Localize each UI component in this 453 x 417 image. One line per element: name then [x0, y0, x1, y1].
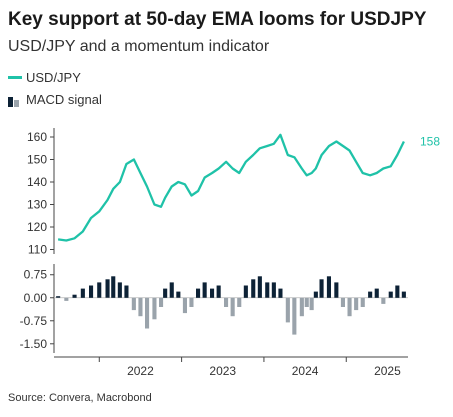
chart-subtitle: USD/JPY and a momentum indicator — [8, 38, 270, 55]
macd-bar — [309, 297, 314, 311]
macd-bar — [278, 288, 283, 298]
last-value-label: 158 — [420, 135, 440, 149]
macd-bar — [354, 297, 359, 311]
macd-bars — [56, 276, 406, 335]
macd-bar — [395, 285, 400, 298]
macd-bar — [374, 288, 379, 298]
usdjpy-y-tick-label: 140 — [27, 175, 47, 189]
macd-bar — [360, 297, 365, 307]
macd-bar — [117, 282, 122, 298]
macd-bar — [299, 297, 304, 317]
macd-bar — [285, 297, 290, 323]
usdjpy-y-tick-label: 150 — [27, 153, 47, 167]
macd-bar — [182, 297, 187, 314]
macd-y-tick-label: -1.50 — [20, 337, 48, 351]
macd-bar — [64, 297, 69, 301]
macd-bar — [271, 282, 276, 298]
macd-bar — [138, 297, 143, 317]
macd-bar — [80, 288, 85, 298]
macd-bar — [334, 282, 339, 298]
x-axis: 2022 2023 2024 2025 — [54, 356, 408, 378]
legend-macd-label: MACD signal — [26, 92, 102, 107]
macd-bar — [72, 294, 77, 298]
macd-bar — [189, 297, 194, 307]
macd-bar — [251, 279, 256, 298]
x-tick-label: 2024 — [292, 364, 319, 378]
legend-macd: MACD signal — [8, 92, 102, 107]
macd-bar — [326, 276, 331, 298]
legend-usdjpy: USD/JPY — [8, 70, 81, 85]
macd-bar — [89, 285, 94, 298]
macd-y-tick-label: 0.75 — [24, 268, 48, 282]
macd-bar — [210, 288, 215, 298]
usdjpy-y-tick-label: 160 — [27, 130, 47, 144]
macd-bar — [124, 285, 129, 298]
macd-bar — [169, 282, 174, 298]
macd-bar — [304, 297, 309, 307]
legend-usdjpy-label: USD/JPY — [26, 70, 81, 85]
macd-y-tick-label: -0.75 — [20, 314, 48, 328]
macd-bar — [159, 297, 164, 307]
macd-bar — [196, 288, 201, 298]
macd-bar — [111, 276, 116, 298]
macd-bar — [230, 297, 235, 317]
macd-bar — [224, 297, 229, 307]
macd-bar — [176, 291, 181, 298]
macd-bar — [56, 296, 61, 298]
usdjpy-y-axis: 110 120 130 140 150 160 — [27, 128, 55, 257]
macd-bar — [257, 276, 262, 298]
macd-bar — [216, 285, 221, 298]
macd-bar — [381, 297, 386, 304]
usdjpy-line — [57, 133, 405, 242]
chart-title: Key support at 50-day EMA looms for USDJ… — [8, 9, 427, 30]
usdjpy-y-tick-label: 130 — [27, 198, 47, 212]
source-note: Source: Convera, Macrobond — [8, 392, 152, 404]
macd-bar — [152, 297, 157, 320]
macd-bar — [237, 297, 242, 307]
legend-bars-icon — [8, 93, 20, 107]
x-tick-label: 2025 — [374, 364, 401, 378]
macd-bar — [202, 282, 207, 298]
macd-y-tick-label: 0.00 — [24, 291, 48, 305]
macd-bar — [388, 291, 393, 298]
macd-bar — [97, 282, 102, 298]
macd-bar — [265, 282, 270, 298]
macd-bar — [131, 297, 136, 311]
usdjpy-y-tick-label: 120 — [27, 220, 47, 234]
macd-y-axis: 0.75 0.00 -0.75 -1.50 — [20, 264, 408, 353]
macd-bar — [347, 297, 352, 317]
macd-bar — [163, 288, 168, 298]
x-tick-label: 2022 — [127, 364, 154, 378]
macd-bar — [105, 279, 110, 298]
macd-bar — [292, 297, 297, 335]
x-tick-label: 2023 — [209, 364, 236, 378]
macd-bar — [243, 285, 248, 298]
macd-bar — [319, 279, 324, 298]
macd-bar — [313, 291, 318, 298]
macd-bar — [368, 291, 373, 298]
macd-bar — [340, 297, 345, 307]
macd-bar — [401, 291, 406, 298]
macd-bar — [145, 297, 150, 329]
usdjpy-y-tick-label: 110 — [28, 243, 47, 257]
legend-line-icon — [8, 76, 22, 79]
